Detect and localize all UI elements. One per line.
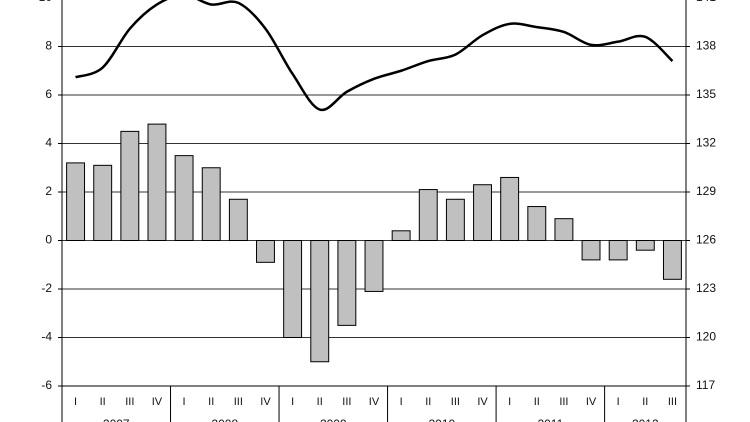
x-tick-label: II [642,396,648,408]
bar [662,240,682,280]
x-tick-label: I [291,396,294,408]
bar [608,240,628,261]
y-tick-label: 4 [45,136,52,150]
x-tick-label: III [451,396,460,408]
x-tick-label: IV [586,396,597,408]
bar [581,240,601,261]
y-tick-label: 0 [45,233,52,247]
group-label: 2011 [537,417,563,422]
x-tick-label: I [400,396,403,408]
bar [554,218,574,242]
group-label: 2007 [103,417,130,422]
bar [174,155,194,241]
y2-tick-label: 135 [696,87,716,101]
bar [337,240,357,326]
y-tick-label: 2 [45,184,52,198]
bar [93,164,113,241]
y-tick-label: -2 [41,281,52,295]
x-tick-label: IV [369,396,380,408]
bar [364,240,384,292]
bar [418,189,438,241]
x-tick-label: III [668,396,677,408]
bar [310,240,330,363]
y2-tick-label: 123 [696,281,716,295]
x-tick-label: II [100,396,106,408]
group-label: 2010 [428,417,455,422]
group-label: 2009 [320,417,347,422]
bar [120,130,140,241]
y-tick-label: 8 [45,39,52,53]
y2-tick-label: 141 [696,0,716,4]
x-tick-label: III [559,396,568,408]
x-tick-label: II [208,396,214,408]
line [75,0,674,112]
bar [527,206,547,242]
y2-tick-label: 129 [696,184,716,198]
x-tick-label: III [342,396,351,408]
bar [228,198,248,241]
bar [201,167,221,241]
group-label: 2008 [211,417,238,422]
bar [66,162,86,241]
x-tick-label: I [74,396,77,408]
x-tick-label: I [617,396,620,408]
x-tick-label: III [125,396,134,408]
x-tick-label: I [183,396,186,408]
y2-tick-label: 117 [696,378,715,392]
x-tick-label: II [317,396,323,408]
bar [256,240,275,263]
y2-tick-label: 132 [696,136,716,150]
bar [147,123,167,241]
x-tick-label: IV [260,396,271,408]
bar [391,230,411,242]
y-tick-label: -6 [41,378,52,392]
x-tick-label: IV [477,396,488,408]
y-tick-label: 6 [45,87,52,101]
y2-tick-label: 126 [696,233,716,247]
bar [473,184,492,242]
x-tick-label: III [234,396,243,408]
y-tick-label: -4 [41,330,52,344]
bar [283,240,303,338]
x-tick-label: II [534,396,540,408]
bar [500,176,520,241]
x-tick-label: I [508,396,511,408]
x-tick-label: II [425,396,431,408]
y2-tick-label: 138 [696,39,716,53]
y-tick-label: 10 [39,0,53,4]
bar [635,240,655,251]
y2-tick-label: 120 [696,330,716,344]
x-tick-label: IV [152,396,163,408]
bar [445,198,465,241]
